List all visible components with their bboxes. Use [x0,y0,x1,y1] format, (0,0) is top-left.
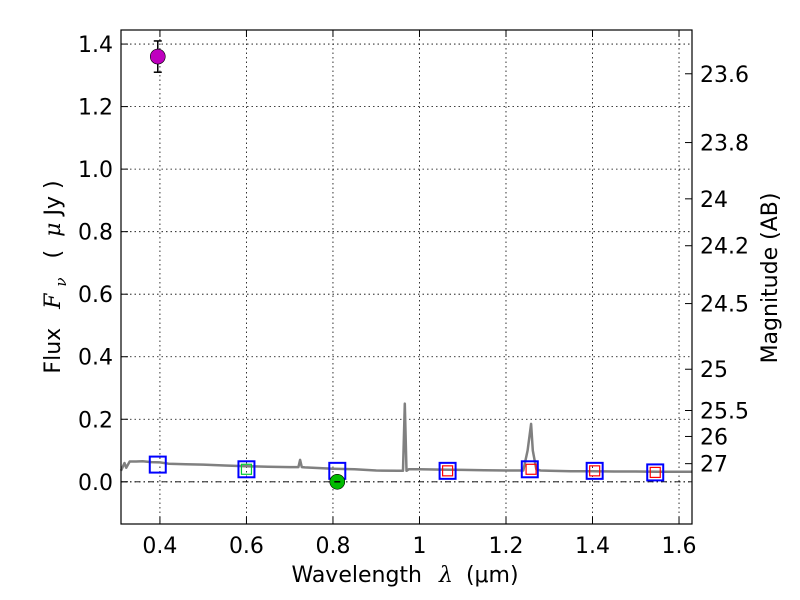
y-tick-label: 0.8 [78,221,113,246]
model-flux-marker [240,463,253,475]
filter-flux-marker [237,460,256,479]
y-tick-label: 0.2 [78,408,113,433]
x-tick-label: 1.6 [662,534,697,559]
filter-flux-marker [438,461,457,480]
markers [148,40,665,490]
right-tick-label: 24 [700,188,728,213]
x-tick-label: 1 [412,534,426,559]
x-axis-title: Wavelength λ (μm) [291,563,518,588]
y-tick-label: 0.6 [78,283,113,308]
x-axis-title-unit: (μm) [466,563,519,588]
ticks: 0.4 0.6 0.8 1 1.2 1.4 1.6 0.0 0.2 0.4 0.6 0.8 1.0 1.2… [78,30,749,559]
y-axis-title-unit: Jy ) [41,180,66,217]
y-axis-title-open: ( [41,250,66,259]
y-axis-title-mu: μ [41,223,66,237]
y-axis-title: Flux F ν ( μ Jy ) [41,180,72,373]
filter-flux-marker [646,463,665,482]
right-tick-label: 23.8 [700,132,749,157]
right-tick-label: 24.5 [700,293,749,318]
y-axis-title-symbol: F [41,293,66,310]
plot-frame [120,29,693,525]
filter-flux-marker [585,461,604,480]
right-tick-label: 23.6 [700,63,749,88]
model-flux-marker [441,465,454,477]
right-tick-label: 25.5 [700,400,749,425]
x-tick-label: 1.2 [488,534,523,559]
x-axis-title-symbol: λ [438,563,453,588]
filter-flux-marker [148,455,167,474]
y-tick-label: 1.0 [78,158,113,183]
measured-flux-point [149,48,166,65]
y-axis-title-subscript: ν [52,277,70,286]
right-axis-title: Magnitude (AB) [758,193,783,364]
filter-flux-marker [520,460,539,479]
x-tick-label: 0.4 [142,534,177,559]
x-tick-label: 1.4 [575,534,610,559]
y-tick-label: 1.4 [78,33,113,58]
y-axis-title-text: Flux [41,328,66,374]
model-flux-marker [649,466,661,479]
x-tick-label: 0.8 [315,534,350,559]
y-tick-label: 0.4 [78,346,113,371]
right-tick-label: 26 [700,425,728,450]
y-tick-label: 0.0 [78,471,113,496]
right-tick-label: 27 [700,453,728,478]
model-flux-marker [525,463,537,475]
x-axis-title-text: Wavelength [291,563,422,588]
y-tick-label: 1.2 [78,96,113,121]
model-flux-marker [589,465,601,477]
right-tick-label: 25 [700,358,728,383]
right-tick-label: 24.2 [700,235,749,260]
x-tick-label: 0.6 [229,534,264,559]
